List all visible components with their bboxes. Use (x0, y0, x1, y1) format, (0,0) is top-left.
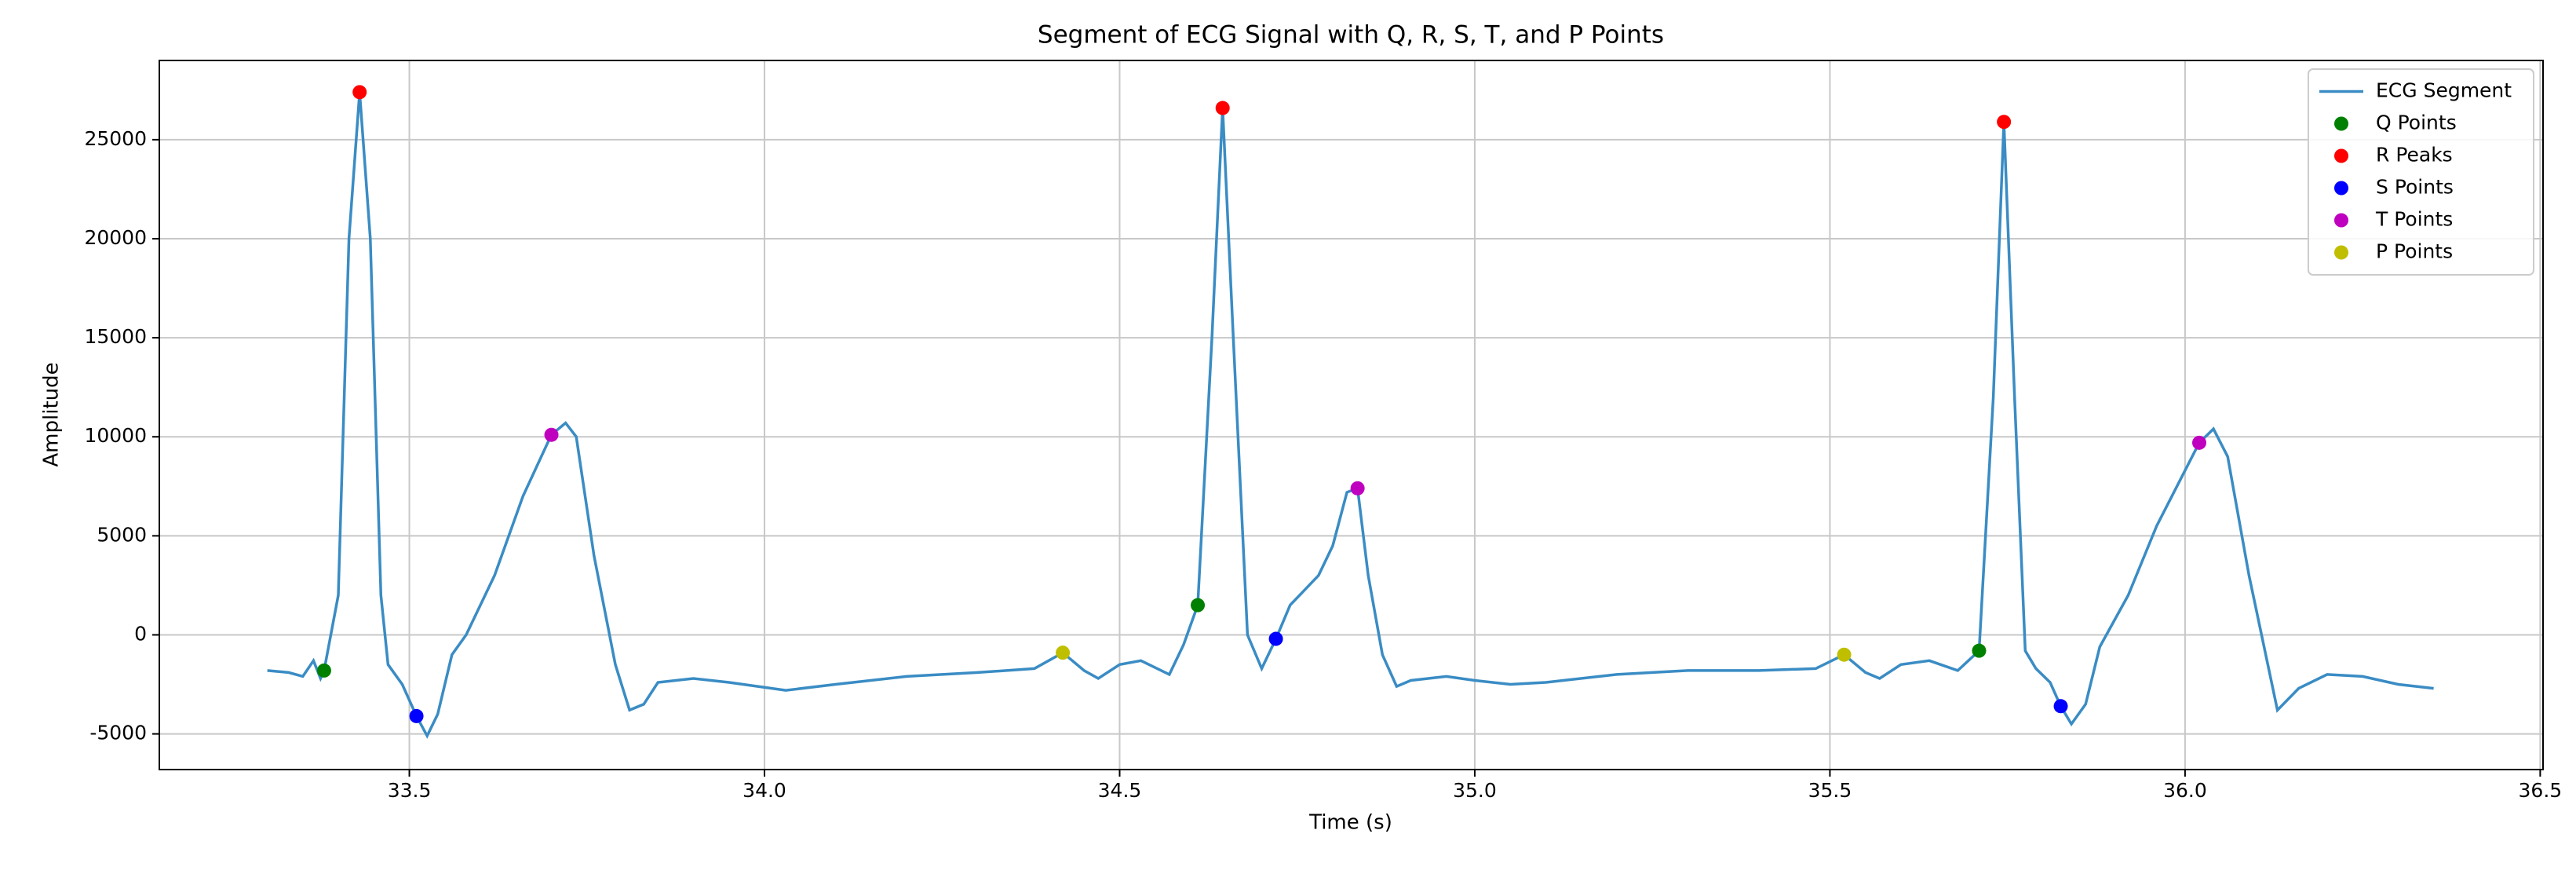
x-tick-label: 36.5 (2519, 779, 2563, 802)
y-tick-label: 10000 (84, 424, 147, 447)
x-tick-label: 34.0 (743, 779, 786, 802)
y-tick-label: 25000 (84, 127, 147, 150)
point (1972, 643, 1987, 658)
point (1056, 645, 1071, 660)
point (352, 85, 367, 100)
x-tick-label: 35.0 (1453, 779, 1497, 802)
y-tick-label: -5000 (89, 722, 147, 744)
legend-box (2308, 68, 2534, 276)
legend-label: Q Points (2376, 112, 2457, 134)
legend-label: P Points (2376, 240, 2453, 263)
x-tick-label: 33.5 (388, 779, 432, 802)
point (2053, 699, 2068, 714)
y-tick-label: 5000 (97, 523, 147, 546)
point (544, 427, 559, 442)
y-tick-label: 15000 (84, 325, 147, 348)
y-axis-label: Amplitude (40, 362, 64, 466)
legend-label: S Points (2376, 176, 2454, 199)
ecg-line (267, 92, 2434, 739)
point (1191, 598, 1206, 613)
legend-marker (2334, 148, 2348, 163)
plot-frame (159, 60, 2544, 770)
point (1997, 115, 2012, 130)
x-tick-label: 34.5 (1098, 779, 1142, 802)
x-tick-label: 36.0 (2163, 779, 2207, 802)
point (1215, 101, 1230, 115)
legend-label: R Peaks (2376, 144, 2453, 166)
legend-marker (2334, 116, 2348, 131)
point (409, 708, 424, 723)
legend: ECG Segment Q Points R Peaks S Points T Poin… (2308, 68, 2534, 276)
legend-marker (2334, 245, 2348, 260)
x-axis-label: Time (s) (1308, 811, 1392, 835)
legend-marker (2334, 181, 2348, 196)
legend-marker (2334, 213, 2348, 228)
point (1268, 631, 1283, 646)
y-tick-label: 20000 (84, 226, 147, 249)
point (1837, 647, 1852, 662)
legend-label: ECG Segment (2376, 79, 2512, 102)
point (2192, 435, 2207, 450)
legend-label: T Points (2375, 208, 2453, 231)
chart-title: Segment of ECG Signal with Q, R, S, T, a… (1038, 21, 1664, 49)
x-tick-label: 35.5 (1808, 779, 1852, 802)
point (1350, 481, 1365, 496)
y-tick-label: 0 (134, 622, 147, 645)
point (316, 663, 331, 678)
